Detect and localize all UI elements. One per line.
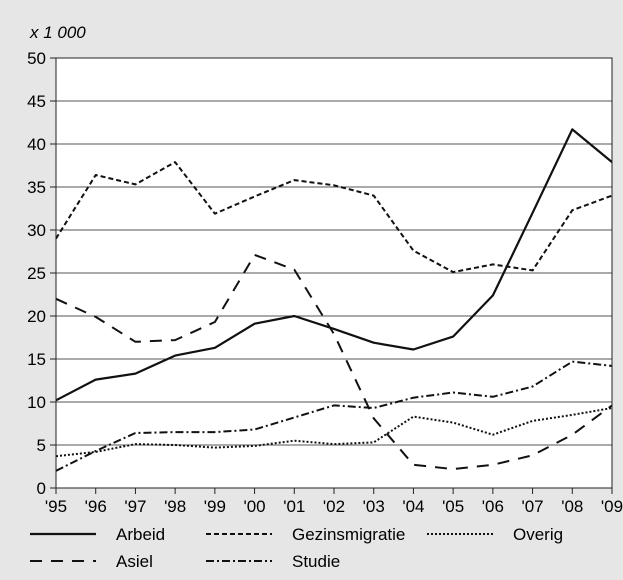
x-tick-label: '99: [204, 497, 226, 516]
series-line-studie: [55, 360, 613, 472]
x-tick-label: '01: [283, 497, 305, 516]
series-line-asiel: [55, 253, 613, 471]
x-tick-label: '02: [323, 497, 345, 516]
legend-label-studie: Studie: [292, 552, 340, 571]
y-tick-label: 45: [27, 92, 46, 111]
legend-label-asiel: Asiel: [116, 552, 153, 571]
y-tick-label: 30: [27, 221, 46, 240]
y-tick-label: 10: [27, 393, 46, 412]
y-tick-label: 40: [27, 135, 46, 154]
series-line-overig: [55, 407, 613, 458]
x-tick-label: '07: [521, 497, 543, 516]
x-tick-label: '08: [561, 497, 583, 516]
x-tick-label: '09: [601, 497, 623, 516]
x-tick-label: '04: [402, 497, 424, 516]
series-line-gezinsmigratie: [55, 161, 613, 274]
x-tick-label: '03: [363, 497, 385, 516]
x-tick-label: '95: [45, 497, 67, 516]
x-tick-label: '06: [482, 497, 504, 516]
legend-label-arbeid: Arbeid: [116, 525, 165, 544]
y-tick-label: 25: [27, 264, 46, 283]
y-tick-label: 5: [37, 436, 46, 455]
x-tick-label: '05: [442, 497, 464, 516]
y-tick-label: 50: [27, 49, 46, 68]
y-tick-label: 0: [37, 479, 46, 498]
y-tick-label: 20: [27, 307, 46, 326]
x-tick-label: '98: [164, 497, 186, 516]
x-tick-label: '97: [124, 497, 146, 516]
unit-label: x 1 000: [29, 23, 86, 42]
legend-label-gezinsmigratie: Gezinsmigratie: [292, 525, 405, 544]
y-tick-label: 15: [27, 350, 46, 369]
series-lines: [55, 128, 613, 472]
series-line-arbeid: [55, 128, 613, 402]
legend-label-overig: Overig: [513, 525, 563, 544]
x-axis-ticks: '95 '96 '97 '98 '99 '00 '01 '02 '03 '04 '05 '06 '07 '…: [45, 488, 623, 516]
y-axis-ticks: 0 5 10 15 20 25 30 35 40 45 50: [27, 49, 56, 498]
legend: Arbeid Gezinsmigratie Overig Asiel Studie: [30, 525, 563, 571]
x-tick-label: '96: [85, 497, 107, 516]
y-tick-label: 35: [27, 178, 46, 197]
x-tick-label: '00: [243, 497, 265, 516]
